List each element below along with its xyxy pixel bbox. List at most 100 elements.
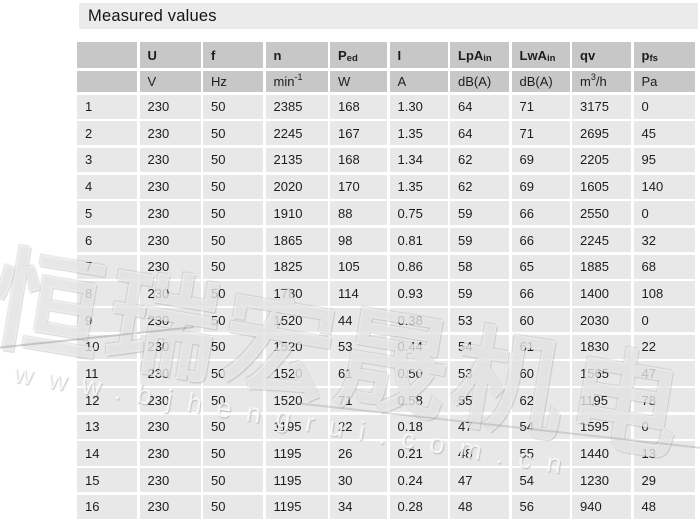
table-cell: 230	[139, 414, 201, 439]
table-cell: 2245	[572, 227, 631, 253]
table-cell: 59	[450, 281, 509, 306]
col-unit-f: Hz	[203, 70, 263, 92]
section-title-band: Measured values	[79, 3, 698, 29]
table-cell: 61	[330, 361, 387, 386]
table-cell: 108	[633, 281, 695, 306]
table-cell: 56	[511, 494, 570, 519]
table-cell: 59	[450, 227, 509, 253]
table-cell: 50	[203, 414, 263, 439]
table-cell: 230	[139, 441, 201, 466]
row-number: 11	[77, 361, 137, 386]
col-unit-lwa: dB(A)	[511, 70, 570, 92]
table-cell: 230	[139, 227, 201, 253]
table-cell: 22	[633, 334, 695, 359]
table-cell: 50	[203, 254, 263, 279]
table-cell: 55	[511, 441, 570, 466]
table-cell: 34	[330, 494, 387, 519]
table-cell: 54	[511, 414, 570, 439]
table-cell: 98	[330, 227, 387, 253]
table-cell: 55	[450, 388, 509, 413]
table-cell: 0.44	[389, 334, 448, 359]
table-cell: 168	[330, 94, 387, 119]
table-cell: 1230	[572, 468, 631, 493]
table-cell: 78	[633, 388, 695, 413]
page-title: Measured values	[88, 6, 217, 25]
row-number: 3	[77, 147, 137, 173]
table-cell: 66	[511, 201, 570, 226]
table-cell: 71	[511, 94, 570, 119]
table-cell: 168	[330, 147, 387, 173]
table-cell: 2550	[572, 201, 631, 226]
table-cell: 13	[633, 441, 695, 466]
table-cell: 140	[633, 174, 695, 199]
col-header-n: n	[265, 42, 328, 68]
table-cell: 0	[633, 414, 695, 439]
table-cell: 50	[203, 441, 263, 466]
table-cell: 60	[511, 308, 570, 333]
table-cell: 167	[330, 121, 387, 146]
table-cell: 0.86	[389, 254, 448, 279]
table-cell: 0.21	[389, 441, 448, 466]
table-cell: 53	[450, 361, 509, 386]
table-cell: 2020	[265, 174, 328, 199]
table-cell: 69	[511, 147, 570, 173]
table-cell: 2205	[572, 147, 631, 173]
table-cell: 32	[633, 227, 695, 253]
table-cell: 1.34	[389, 147, 448, 173]
table-cell: 230	[139, 361, 201, 386]
row-number: 13	[77, 414, 137, 439]
table-cell: 230	[139, 494, 201, 519]
table-cell: 1780	[265, 281, 328, 306]
col-unit-p: Pa	[633, 70, 695, 92]
col-header-blank	[77, 42, 137, 68]
table-cell: 50	[203, 94, 263, 119]
table-cell: 230	[139, 388, 201, 413]
col-unit-lpa: dB(A)	[450, 70, 509, 92]
table-cell: 50	[203, 388, 263, 413]
table-cell: 59	[450, 201, 509, 226]
table-cell: 62	[450, 147, 509, 173]
table-cell: 0.58	[389, 388, 448, 413]
table-cell: 29	[633, 468, 695, 493]
table-cell: 61	[511, 334, 570, 359]
table-cell: 230	[139, 94, 201, 119]
col-header-lpa: LpA in	[450, 42, 509, 68]
table-cell: 95	[633, 147, 695, 173]
row-number: 9	[77, 308, 137, 333]
table-cell: 230	[139, 334, 201, 359]
table-cell: 48	[450, 441, 509, 466]
col-header-i: I	[389, 42, 448, 68]
table-cell: 50	[203, 147, 263, 173]
table-cell: 2695	[572, 121, 631, 146]
table-cell: 1520	[265, 361, 328, 386]
table-cell: 0.38	[389, 308, 448, 333]
col-unit-qv: m 3/h	[572, 70, 631, 92]
row-number: 6	[77, 227, 137, 253]
table-cell: 0.75	[389, 201, 448, 226]
row-number: 15	[77, 468, 137, 493]
table-cell: 66	[511, 227, 570, 253]
table-cell: 50	[203, 201, 263, 226]
table-cell: 64	[450, 94, 509, 119]
col-header-qv: qv	[572, 42, 631, 68]
row-number: 4	[77, 174, 137, 199]
table-cell: 71	[511, 121, 570, 146]
col-header-u: U	[139, 42, 201, 68]
table-cell: 1595	[572, 414, 631, 439]
table-cell: 940	[572, 494, 631, 519]
table-cell: 65	[511, 254, 570, 279]
table-cell: 0.93	[389, 281, 448, 306]
col-unit-blank	[77, 70, 137, 92]
table-cell: 48	[450, 494, 509, 519]
table-cell: 1910	[265, 201, 328, 226]
col-unit-n: min -1	[265, 70, 328, 92]
table-cell: 50	[203, 494, 263, 519]
table-cell: 0.81	[389, 227, 448, 253]
table-cell: 53	[450, 308, 509, 333]
table-cell: 114	[330, 281, 387, 306]
table-cell: 60	[511, 361, 570, 386]
table-cell: 1.30	[389, 94, 448, 119]
table-cell: 1400	[572, 281, 631, 306]
row-number: 10	[77, 334, 137, 359]
